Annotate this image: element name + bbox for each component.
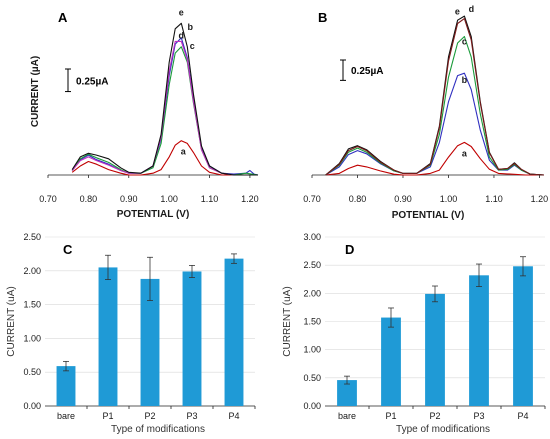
y-tick-label: 1.00 — [23, 333, 41, 343]
x-axis-title: POTENTIAL (V) — [117, 209, 190, 220]
series-line-c — [325, 35, 545, 176]
bar-P3 — [469, 275, 489, 406]
curve-label-d: d — [178, 30, 184, 40]
x-axis-title: POTENTIAL (V) — [392, 210, 465, 221]
bar-P4 — [224, 258, 244, 406]
x-axis-title: Type of modifications — [396, 424, 490, 435]
x-tick-label: 0.90 — [394, 194, 412, 204]
x-tick-label: 0.90 — [120, 194, 138, 204]
y-tick-label: 0.00 — [23, 401, 41, 411]
y-tick-label: 3.00 — [303, 232, 321, 242]
x-tick-label: bare — [338, 411, 356, 421]
x-tick-label: 1.00 — [440, 194, 458, 204]
y-tick-label: 2.50 — [23, 232, 41, 242]
y-tick-label: 0.50 — [23, 367, 41, 377]
series-line-a — [71, 140, 258, 176]
x-tick-label: P2 — [429, 411, 440, 421]
series-line-b — [325, 72, 545, 176]
panel-label: C — [63, 242, 73, 257]
series-line-e — [71, 22, 258, 176]
scale-bar-label: 0.25µA — [76, 76, 108, 87]
x-axis-title: Type of modifications — [111, 424, 205, 435]
x-tick-label: 0.70 — [39, 194, 57, 204]
series-line-e — [325, 18, 545, 176]
x-tick-label: 1.10 — [485, 194, 503, 204]
x-tick-label: 1.20 — [531, 194, 549, 204]
curve-label-c: c — [462, 37, 467, 47]
bar-bare — [56, 366, 76, 406]
y-tick-label: 0.50 — [303, 373, 321, 383]
bar-P1 — [98, 267, 118, 406]
x-tick-label: 0.80 — [349, 194, 367, 204]
curve-label-a: a — [462, 148, 468, 158]
scale-bar-label: 0.25µA — [351, 66, 383, 77]
curve-label-a: a — [181, 147, 187, 157]
y-tick-label: 2.00 — [303, 288, 321, 298]
panel-label: D — [345, 242, 354, 257]
bar-bare — [337, 380, 357, 406]
bar-P3 — [182, 271, 202, 406]
curve-label-b: b — [462, 75, 468, 85]
x-tick-label: 0.70 — [303, 194, 321, 204]
y-tick-label: 2.00 — [23, 266, 41, 276]
y-axis-title: CURRENT (uA) — [6, 286, 17, 356]
x-tick-label: P2 — [144, 411, 155, 421]
y-tick-label: 1.00 — [303, 345, 321, 355]
series-line-d — [71, 40, 258, 176]
x-tick-label: P4 — [228, 411, 239, 421]
x-tick-label: bare — [57, 411, 75, 421]
bar-P2 — [140, 278, 160, 406]
x-tick-label: P3 — [186, 411, 197, 421]
y-tick-label: 0.00 — [303, 401, 321, 411]
x-tick-label: P3 — [473, 411, 484, 421]
curve-label-d: d — [469, 4, 475, 14]
series-line-a — [325, 141, 544, 176]
y-tick-label: 1.50 — [303, 317, 321, 327]
x-tick-label: P1 — [385, 411, 396, 421]
bar-P1 — [381, 317, 401, 406]
bar-P4 — [513, 266, 533, 406]
panel-c: 0.00 0.50 1.00 1.50 2.00 2.50 bare P1 P2 P3 P4 C Typ… — [6, 232, 256, 435]
y-axis-title: CURRENT (µA) — [30, 56, 41, 127]
curve-label-b: b — [188, 22, 194, 32]
x-tick-label: 0.80 — [80, 194, 98, 204]
x-tick-label: P1 — [102, 411, 113, 421]
curve-label-c: c — [190, 41, 195, 51]
y-tick-label: 1.50 — [23, 300, 41, 310]
panel-label: B — [318, 10, 327, 25]
panel-label: A — [58, 10, 68, 25]
curve-label-e: e — [455, 7, 460, 17]
x-tick-label: P4 — [517, 411, 528, 421]
y-axis-title: CURRENT (uA) — [282, 286, 293, 356]
panel-a: 0.70 0.80 0.90 1.00 1.10 1.20 a bcd e 0.25µA A POTE… — [30, 7, 259, 220]
x-tick-label: 1.20 — [241, 194, 259, 204]
panel-b: 0.70 0.80 0.90 1.00 1.10 1.20 a b c de 0.25µA B POTE… — [303, 4, 548, 221]
y-tick-label: 2.50 — [303, 260, 321, 270]
curve-label-e: e — [179, 7, 184, 17]
bar-P2 — [425, 293, 445, 406]
x-tick-label: 1.10 — [201, 194, 219, 204]
panel-d: 0.00 0.50 1.00 1.50 2.00 2.50 3.00 bare P1 P2 P3 P4… — [282, 232, 546, 435]
x-tick-label: 1.00 — [160, 194, 178, 204]
